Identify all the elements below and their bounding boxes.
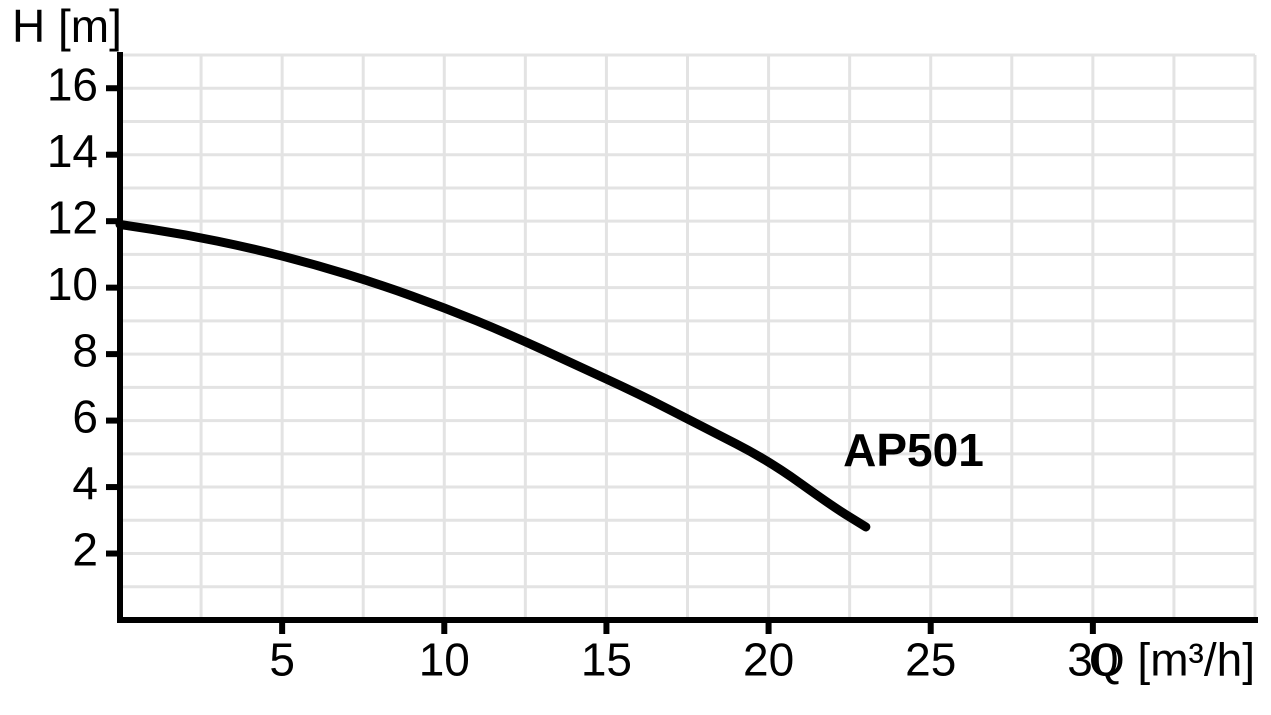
y-tick-label: 8 <box>72 324 98 376</box>
x-axis-title: Q [m³/h] <box>1089 634 1255 686</box>
chart-svg: 24681012141651015202530H [m]Q [m³/h]AP50… <box>0 0 1271 715</box>
y-tick-label: 4 <box>72 457 98 509</box>
y-tick-label: 12 <box>47 191 98 243</box>
x-tick-label: 25 <box>905 634 956 686</box>
y-axis-title: H [m] <box>12 0 122 52</box>
chart-background <box>0 0 1271 715</box>
y-tick-label: 14 <box>47 125 98 177</box>
pump-curve-chart: 24681012141651015202530H [m]Q [m³/h]AP50… <box>0 0 1271 715</box>
x-tick-label: 5 <box>269 634 295 686</box>
x-tick-label: 20 <box>743 634 794 686</box>
y-tick-label: 2 <box>72 524 98 576</box>
y-tick-label: 6 <box>72 391 98 443</box>
x-tick-label: 15 <box>581 634 632 686</box>
series-label-ap501: AP501 <box>843 424 984 476</box>
y-tick-label: 16 <box>47 58 98 110</box>
x-tick-label: 10 <box>419 634 470 686</box>
y-tick-label: 10 <box>47 258 98 310</box>
